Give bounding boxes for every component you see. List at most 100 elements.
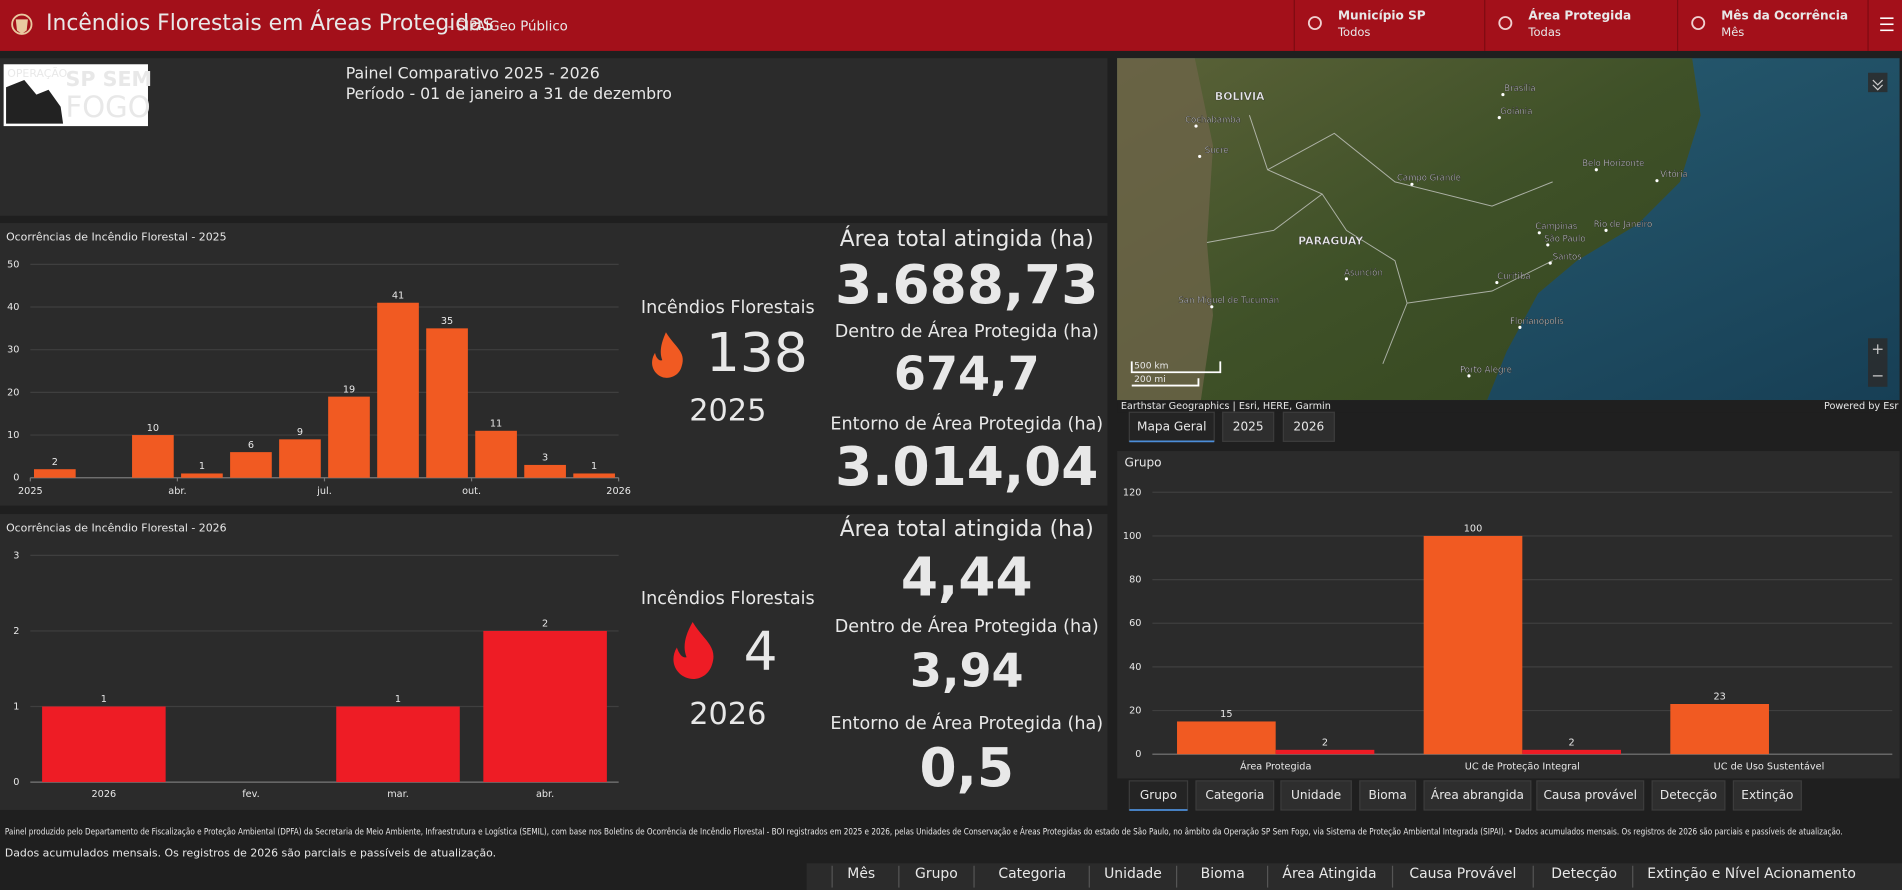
- tab[interactable]: [1536, 780, 1645, 811]
- nav-bar: [806, 863, 1902, 890]
- city-label: Campo Grande: [1397, 173, 1461, 183]
- filter-icon: [1691, 16, 1706, 31]
- tab[interactable]: [1128, 780, 1189, 811]
- tab-label[interactable]: Unidade: [1291, 788, 1341, 802]
- filter-icon: [1498, 16, 1513, 31]
- header-bar: [0, 0, 1902, 51]
- kpi-count: 138: [706, 321, 808, 384]
- tab[interactable]: [1732, 780, 1802, 811]
- country-label: PARAGUAY: [1298, 234, 1363, 247]
- tab-label[interactable]: Extinção: [1741, 788, 1793, 802]
- y-tick-label: 100: [1123, 531, 1142, 542]
- map-attribution: Earthstar Geographics | Esri, HERE, Garm…: [1121, 401, 1331, 412]
- bar: [1275, 749, 1375, 755]
- data-label: 1: [101, 694, 107, 705]
- nav-item[interactable]: Área Atingida: [1282, 865, 1376, 882]
- y-tick-label: 50: [7, 259, 19, 270]
- city-label: Santos: [1553, 252, 1582, 262]
- data-label: 1: [199, 461, 205, 472]
- tab[interactable]: [1282, 411, 1335, 442]
- nav-item[interactable]: Grupo: [915, 866, 958, 882]
- bar: [328, 396, 370, 478]
- data-label: 6: [248, 440, 254, 451]
- nav-item[interactable]: Detecção: [1551, 866, 1617, 882]
- tab-label[interactable]: Mapa Geral: [1137, 419, 1206, 433]
- map[interactable]: [1117, 58, 1900, 401]
- x-tick-label: fev.: [242, 789, 259, 800]
- y-tick-label: 60: [1129, 618, 1141, 629]
- city-dot: [1604, 228, 1608, 232]
- panel-period: Período - 01 de janeiro a 31 de dezembro: [346, 84, 672, 103]
- city-dot: [1501, 93, 1505, 97]
- tab[interactable]: [1195, 780, 1275, 811]
- data-label: 3: [542, 453, 548, 464]
- city-dot: [1410, 182, 1414, 186]
- footer-note: Dados acumulados mensais. Os registros d…: [5, 847, 496, 860]
- tab-label[interactable]: Área abrangida: [1431, 787, 1524, 802]
- panel-2025: [0, 223, 1108, 506]
- x-tick-label: UC de Proteção Integral: [1465, 761, 1580, 772]
- tab[interactable]: [1128, 411, 1215, 442]
- y-tick-label: 3: [13, 550, 19, 561]
- tab-label[interactable]: Grupo: [1140, 788, 1177, 802]
- city-dot: [1655, 179, 1659, 183]
- fire-icon: [652, 332, 683, 378]
- bar: [279, 439, 321, 478]
- data-label: 10: [147, 423, 159, 434]
- map-scale: 500 km: [1134, 362, 1168, 372]
- logo-main: SP SEM: [66, 67, 153, 91]
- area-value: 3.014,04: [835, 435, 1098, 498]
- nav-item[interactable]: Bioma: [1201, 866, 1245, 882]
- bar: [524, 464, 566, 478]
- tab-label[interactable]: Categoria: [1205, 788, 1264, 802]
- city-dot: [1194, 124, 1198, 128]
- intro-panel: [0, 58, 1108, 216]
- tab[interactable]: [1423, 780, 1532, 811]
- filter-value: Todos: [1337, 25, 1370, 39]
- x-tick-label: UC de Uso Sustentável: [1714, 760, 1825, 772]
- area-label: Entorno de Área Protegida (ha): [830, 712, 1103, 734]
- panel-title: Painel Comparativo 2025 - 2026: [346, 63, 600, 82]
- area-value: 4,44: [901, 545, 1033, 608]
- x-tick-label: 2025: [18, 486, 43, 497]
- nav-item[interactable]: Extinção e Nível Acionamento: [1647, 866, 1856, 882]
- bar: [426, 328, 468, 478]
- area-value: 0,5: [919, 736, 1014, 799]
- city-dot: [1495, 280, 1499, 285]
- tab[interactable]: [1359, 780, 1417, 811]
- nav-item[interactable]: Causa Provável: [1409, 866, 1516, 882]
- y-tick-label: 0: [1135, 749, 1141, 760]
- x-tick-label: 2026: [92, 789, 117, 800]
- kpi-label: Incêndios Florestais: [641, 298, 815, 318]
- city-label: Cochabamba: [1185, 115, 1241, 125]
- tab[interactable]: [1280, 780, 1352, 811]
- data-label: 2: [542, 619, 548, 630]
- city-label: Goiânia: [1500, 106, 1532, 116]
- city-dot: [1198, 154, 1202, 158]
- nav-item[interactable]: Unidade: [1104, 866, 1162, 882]
- city-label: Vitória: [1660, 169, 1688, 179]
- tab[interactable]: [1222, 411, 1275, 442]
- y-tick-label: 40: [1129, 662, 1141, 673]
- bar: [573, 473, 615, 478]
- bar: [34, 469, 76, 478]
- area-label: Dentro de Área Protegida (ha): [835, 320, 1099, 342]
- nav-item[interactable]: Mês: [847, 866, 875, 882]
- data-label: 19: [343, 384, 355, 395]
- bar: [1522, 749, 1621, 755]
- tab-label[interactable]: 2025: [1233, 419, 1264, 433]
- tab[interactable]: [1651, 780, 1726, 811]
- bar: [483, 630, 607, 783]
- x-tick-label: 2026: [606, 486, 631, 497]
- data-label: 1: [395, 694, 401, 705]
- nav-item[interactable]: Categoria: [998, 866, 1066, 882]
- tab-label[interactable]: 2026: [1293, 419, 1324, 433]
- data-label: 100: [1464, 524, 1483, 535]
- x-tick-label: out.: [462, 486, 481, 497]
- area-label: Área total atingida (ha): [840, 226, 1094, 252]
- kpi-year: 2025: [689, 394, 766, 429]
- area-value: 3,94: [910, 644, 1024, 698]
- tab-label[interactable]: Causa provável: [1543, 788, 1637, 802]
- tab-label[interactable]: Bioma: [1369, 788, 1407, 802]
- tab-label[interactable]: Detecção: [1660, 788, 1717, 802]
